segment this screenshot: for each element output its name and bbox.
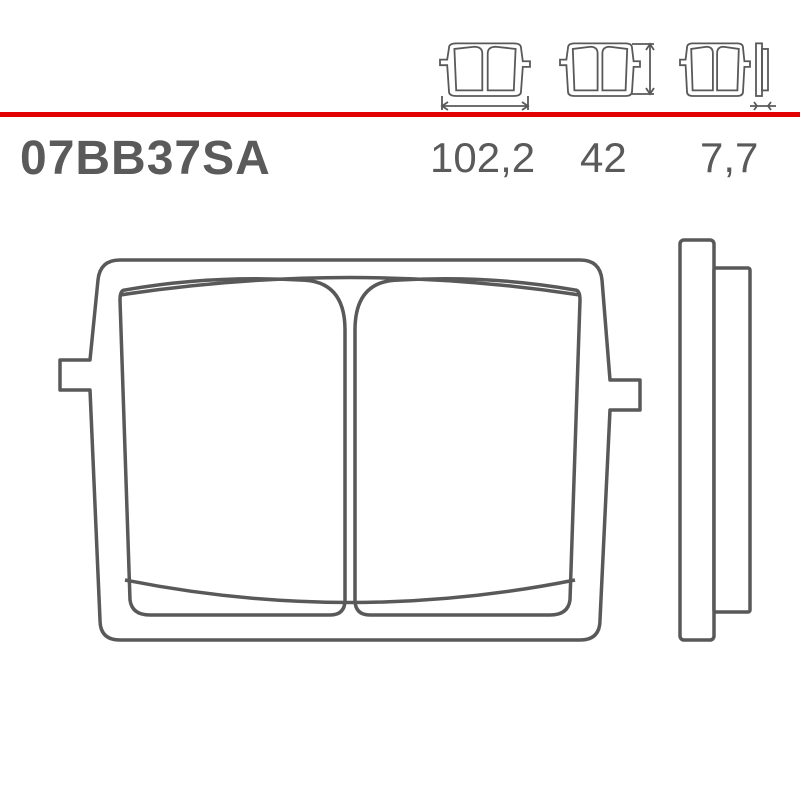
dim-height: 42 bbox=[580, 134, 627, 182]
diagram-area bbox=[0, 220, 800, 780]
page: 07BB37SA 102,2 42 7,7 bbox=[0, 0, 800, 800]
spec-row: 07BB37SA 102,2 42 7,7 bbox=[0, 128, 800, 188]
divider-rule bbox=[0, 112, 800, 117]
brake-pad-diagram bbox=[0, 220, 800, 780]
dim-thickness: 7,7 bbox=[700, 134, 758, 182]
part-number: 07BB37SA bbox=[20, 131, 271, 186]
header-dimension-icons bbox=[0, 20, 800, 110]
dim-width: 102,2 bbox=[430, 134, 535, 182]
